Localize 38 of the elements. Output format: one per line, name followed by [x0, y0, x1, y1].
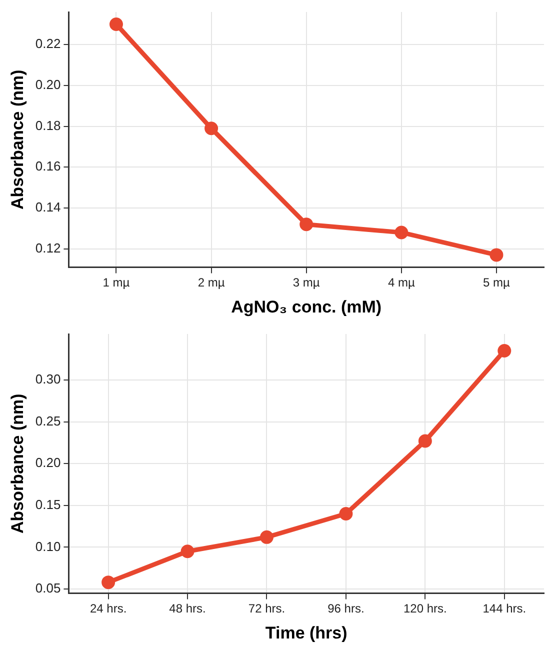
y-axis-title: Absorbance (nm) [8, 70, 27, 210]
x-tick-label: 1 mµ [102, 276, 130, 290]
point [339, 507, 353, 521]
y-tick-label: 0.22 [35, 36, 61, 52]
x-axis-title: Time (hrs) [265, 623, 348, 642]
x-axis-title: AgNO₃ conc. (mM) [231, 297, 382, 316]
point [180, 544, 194, 558]
y-tick-label: 0.15 [35, 496, 61, 512]
point [260, 530, 274, 544]
point [498, 344, 512, 358]
y-tick-label: 0.05 [35, 580, 61, 596]
x-tick-label: 3 mµ [292, 276, 320, 290]
y-tick-label: 0.20 [35, 455, 61, 470]
y-tick-label: 0.12 [35, 240, 61, 256]
x-tick-label: 24 hrs. [90, 602, 127, 616]
x-tick-label: 5 mµ [483, 276, 510, 290]
point [394, 226, 408, 240]
x-tick-label: 48 hrs. [169, 602, 206, 616]
x-tick-label: 72 hrs. [248, 602, 286, 616]
y-axis-title: Absorbance (nm) [8, 394, 27, 534]
y-tick-label: 0.20 [35, 77, 61, 92]
y-tick-label: 0.14 [35, 200, 61, 215]
y-tick-label: 0.16 [35, 158, 61, 174]
point [300, 218, 314, 232]
y-tick-label: 0.10 [35, 538, 61, 554]
point [490, 248, 504, 262]
point [109, 18, 123, 31]
point [102, 576, 116, 590]
y-tick-label: 0.25 [35, 413, 61, 428]
x-tick-label: 2 mµ [198, 276, 225, 290]
x-tick-label: 120 hrs. [403, 602, 447, 616]
point [204, 122, 218, 136]
x-tick-label: 144 hrs. [482, 602, 526, 616]
x-tick-label: 96 hrs. [328, 602, 364, 616]
x-tick-label: 4 mµ [388, 276, 415, 290]
point [418, 434, 432, 448]
y-tick-label: 0.18 [35, 118, 61, 133]
y-tick-label: 0.30 [35, 372, 61, 387]
